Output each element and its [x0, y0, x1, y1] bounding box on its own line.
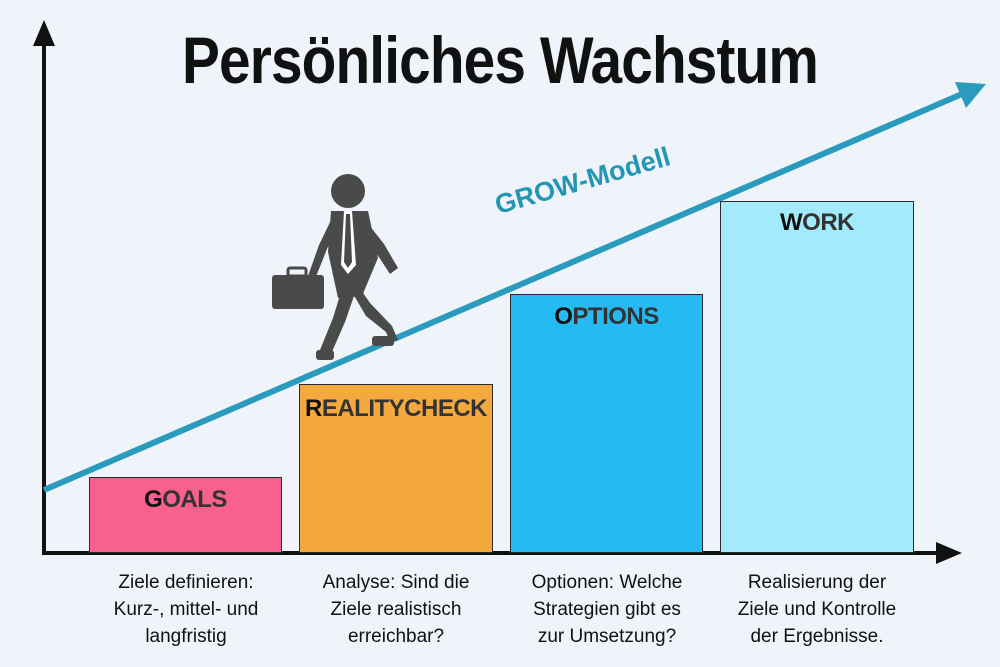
step-goals-description: Ziele definieren: Kurz-, mittel- und lan…	[89, 569, 283, 650]
step-options-box: OPTIONS	[510, 294, 703, 553]
step-realitycheck-box: REALITYCHECK	[299, 384, 493, 553]
description-line: Optionen: Welche	[531, 572, 683, 593]
step-options-rest: PTIONS	[572, 303, 659, 330]
step-realitycheck-rest: EALITYCHECK	[321, 395, 488, 422]
y-axis-arrowhead	[33, 20, 55, 46]
description-line: der Ergebnisse.	[750, 626, 884, 647]
growth-arrow	[42, 91, 964, 493]
step-goals-initial: G	[144, 486, 163, 513]
step-options-description: Optionen: Welche Strategien gibt es zur …	[510, 569, 704, 650]
tie-icon	[344, 214, 352, 268]
description-line: Realisierung der	[747, 572, 887, 593]
description-line: Ziele und Kontrolle	[737, 599, 897, 620]
step-work-label: WORK	[721, 209, 913, 237]
step-work-rest: ORK	[802, 209, 854, 236]
description-line: Ziele definieren:	[118, 572, 254, 593]
description-line: Ziele realistisch	[330, 599, 462, 620]
step-realitycheck-initial: R	[304, 395, 322, 422]
x-axis-arrowhead	[936, 542, 962, 564]
step-goals-rest: OALS	[162, 486, 227, 513]
step-work-box: WORK	[720, 201, 914, 553]
step-goals-label: GOALS	[90, 486, 281, 514]
growth-arrowhead	[955, 82, 986, 108]
step-work-description: Realisierung der Ziele und Kontrolle der…	[720, 569, 914, 650]
description-line: Strategien gibt es	[533, 599, 681, 620]
description-line: Analyse: Sind die	[322, 572, 470, 593]
description-line: Kurz-, mittel- und	[113, 599, 259, 620]
step-realitycheck-description: Analyse: Sind die Ziele realistisch erre…	[299, 569, 493, 650]
step-work-initial: W	[780, 209, 803, 236]
step-options-initial: O	[554, 303, 573, 330]
businessman-icon	[272, 174, 398, 360]
description-line: erreichbar?	[347, 626, 445, 647]
description-line: zur Umsetzung?	[537, 626, 677, 647]
step-options-label: OPTIONS	[511, 303, 702, 331]
step-goals-box: GOALS	[89, 477, 282, 553]
description-line: langfristig	[145, 626, 227, 647]
step-realitycheck-label: REALITYCHECK	[300, 395, 492, 423]
page-title: Persönliches Wachstum	[182, 23, 819, 97]
